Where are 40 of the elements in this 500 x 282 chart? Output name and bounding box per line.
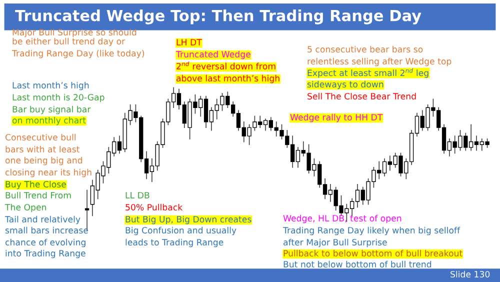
text: But not below bottom of bull trend xyxy=(284,260,432,268)
text: Expect at least small 2$^{nd}$ leg xyxy=(308,68,428,78)
chart-title: Truncated Wedge Top: Then Trading Range Day xyxy=(15,9,422,24)
text: be either bull trend day or xyxy=(12,38,126,46)
text: leads to Trading Range xyxy=(126,238,224,248)
text: 5 consecutive bear bars so xyxy=(308,46,423,52)
text: Pullback to below bottom of bull breakout xyxy=(284,250,462,256)
annotation: Sell The Close Bear Trend xyxy=(308,92,416,100)
text: one being big and xyxy=(5,156,82,166)
text: LH DT xyxy=(176,39,202,46)
text: Truncated Wedge xyxy=(176,50,250,60)
annotation: sideways to down xyxy=(307,80,384,90)
text: Buy The Close xyxy=(6,180,66,190)
annotation: Last month is 20-Gap xyxy=(12,94,104,102)
annotation: Big Confusion and usually xyxy=(126,226,236,236)
text: Major Bull Surprise so should xyxy=(12,28,136,38)
text: Slide 130 xyxy=(450,270,490,278)
text: The Open xyxy=(4,204,46,212)
text: after Major Bull Surprise xyxy=(284,238,387,248)
annotation: closing near its high xyxy=(5,168,92,178)
annotation: Wedge rally to HH DT xyxy=(290,114,383,122)
text: Tail and relatively xyxy=(4,216,80,224)
text: Trading Range Day (like today) xyxy=(12,50,144,58)
text: relentless selling after Wedge top xyxy=(308,58,452,66)
annotation: Bar buy signal bar xyxy=(12,106,91,114)
text: 2$^{nd}$ reversal down from xyxy=(176,61,276,70)
annotation: Trading Range Day likely when big selloff xyxy=(282,226,460,236)
text: Bull Trend From xyxy=(6,192,71,198)
text: into Trading Range xyxy=(6,250,86,258)
text: bars with at least xyxy=(6,146,80,152)
annotation: Wedge, HL DB, test of open xyxy=(283,214,402,224)
annotation: 50% Pullback xyxy=(126,204,183,210)
annotation: LL DB xyxy=(126,192,150,198)
annotation: on monthly chart xyxy=(12,116,86,126)
annotation: Last month’s high xyxy=(12,82,89,90)
text: Consecutive bull xyxy=(5,134,76,140)
text: above last month’s high xyxy=(176,74,280,84)
annotation: But Big Up, Big Down creates xyxy=(126,216,252,224)
annotation: small bars increase xyxy=(5,226,88,234)
text: chance of evolving xyxy=(5,238,86,248)
